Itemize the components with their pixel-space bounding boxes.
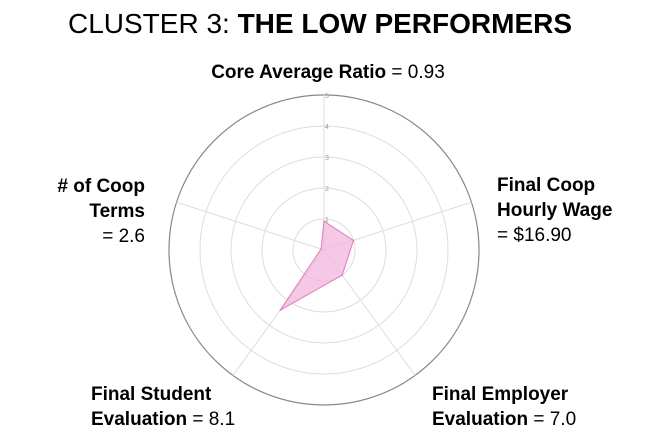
chart-title: CLUSTER 3: THE LOW PERFORMERS [67, 8, 573, 39]
axis-label-final-employer-evaluation: Final Employer Evaluation = 7.0 [432, 384, 577, 430]
axis-label-core-average-ratio: Core Average Ratio = 0.93 [211, 62, 445, 83]
data-point [352, 239, 355, 242]
radial-tick-label: 1 [325, 217, 329, 224]
data-point [341, 274, 344, 276]
data-point [323, 220, 325, 222]
radial-tick-label: 4 [325, 124, 329, 131]
data-point [279, 309, 282, 311]
data-point [320, 248, 322, 250]
radial-tick-label: 5 [325, 93, 329, 100]
axis-label-final-coop-hourly-wage: Final Coop Hourly Wage = $16.90 [497, 175, 613, 246]
axis-label-final-student-evaluation: Final Student Evaluation = 8.1 [91, 384, 236, 430]
series-polygon-1 [279, 220, 355, 311]
axis-spoke-5 [176, 201, 325, 251]
radial-tick-label: 3 [325, 155, 329, 162]
radial-tick-label: 2 [325, 186, 329, 193]
axis-label-coop-terms: # of Coop Terms = 2.6 [57, 176, 145, 247]
